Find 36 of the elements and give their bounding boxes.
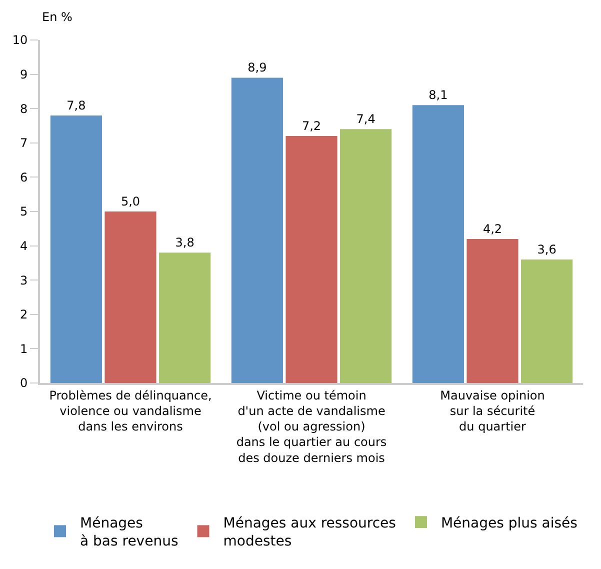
x-tick-label: Mauvaise opinion sur la sécurité du quartier (440, 388, 545, 434)
legend-label: Ménages plus aisés (440, 516, 578, 532)
bar (231, 78, 283, 383)
y-tick-label: 6 (20, 170, 28, 184)
bar (104, 212, 156, 383)
bar (521, 260, 573, 383)
data-label: 7,2 (302, 119, 322, 134)
y-tick-label: 5 (20, 204, 28, 219)
bar (340, 129, 392, 383)
bar (286, 136, 338, 383)
data-label: 3,8 (175, 236, 194, 250)
bar (50, 115, 102, 383)
y-tick-label: 10 (12, 33, 28, 48)
data-label: 4,2 (482, 222, 502, 236)
y-tick-label: 1 (20, 342, 28, 356)
data-label: 8,1 (428, 88, 448, 102)
y-tick-label: 3 (20, 273, 28, 288)
y-tick-label: 9 (20, 68, 28, 82)
y-tick-label: 0 (20, 376, 28, 390)
bar (412, 105, 464, 383)
y-tick-label: 8 (20, 102, 28, 116)
data-label: 3,6 (537, 242, 556, 257)
data-label: 8,9 (248, 60, 267, 75)
y-tick-label: 7 (20, 136, 28, 150)
data-label: 7,8 (66, 98, 86, 112)
legend-label: Ménages aux ressources modestes (223, 516, 396, 550)
x-tick-label: Victime ou témoin d'un acte de vandalisme (vol ou agression) dans le quartier au cours des douze derniers mois (236, 388, 387, 465)
x-tick-label: Problèmes de délinquance, violence ou vandalisme dans les environs (49, 388, 212, 434)
y-tick-label: 2 (20, 308, 28, 322)
bar (159, 252, 211, 383)
data-label: 7,4 (356, 112, 376, 126)
y-tick-label: 4 (20, 239, 28, 253)
data-label: 5,0 (120, 194, 140, 208)
bar (466, 238, 518, 383)
legend-label: Ménages à bas revenus (80, 516, 178, 550)
y-axis-title: En % (42, 10, 72, 24)
